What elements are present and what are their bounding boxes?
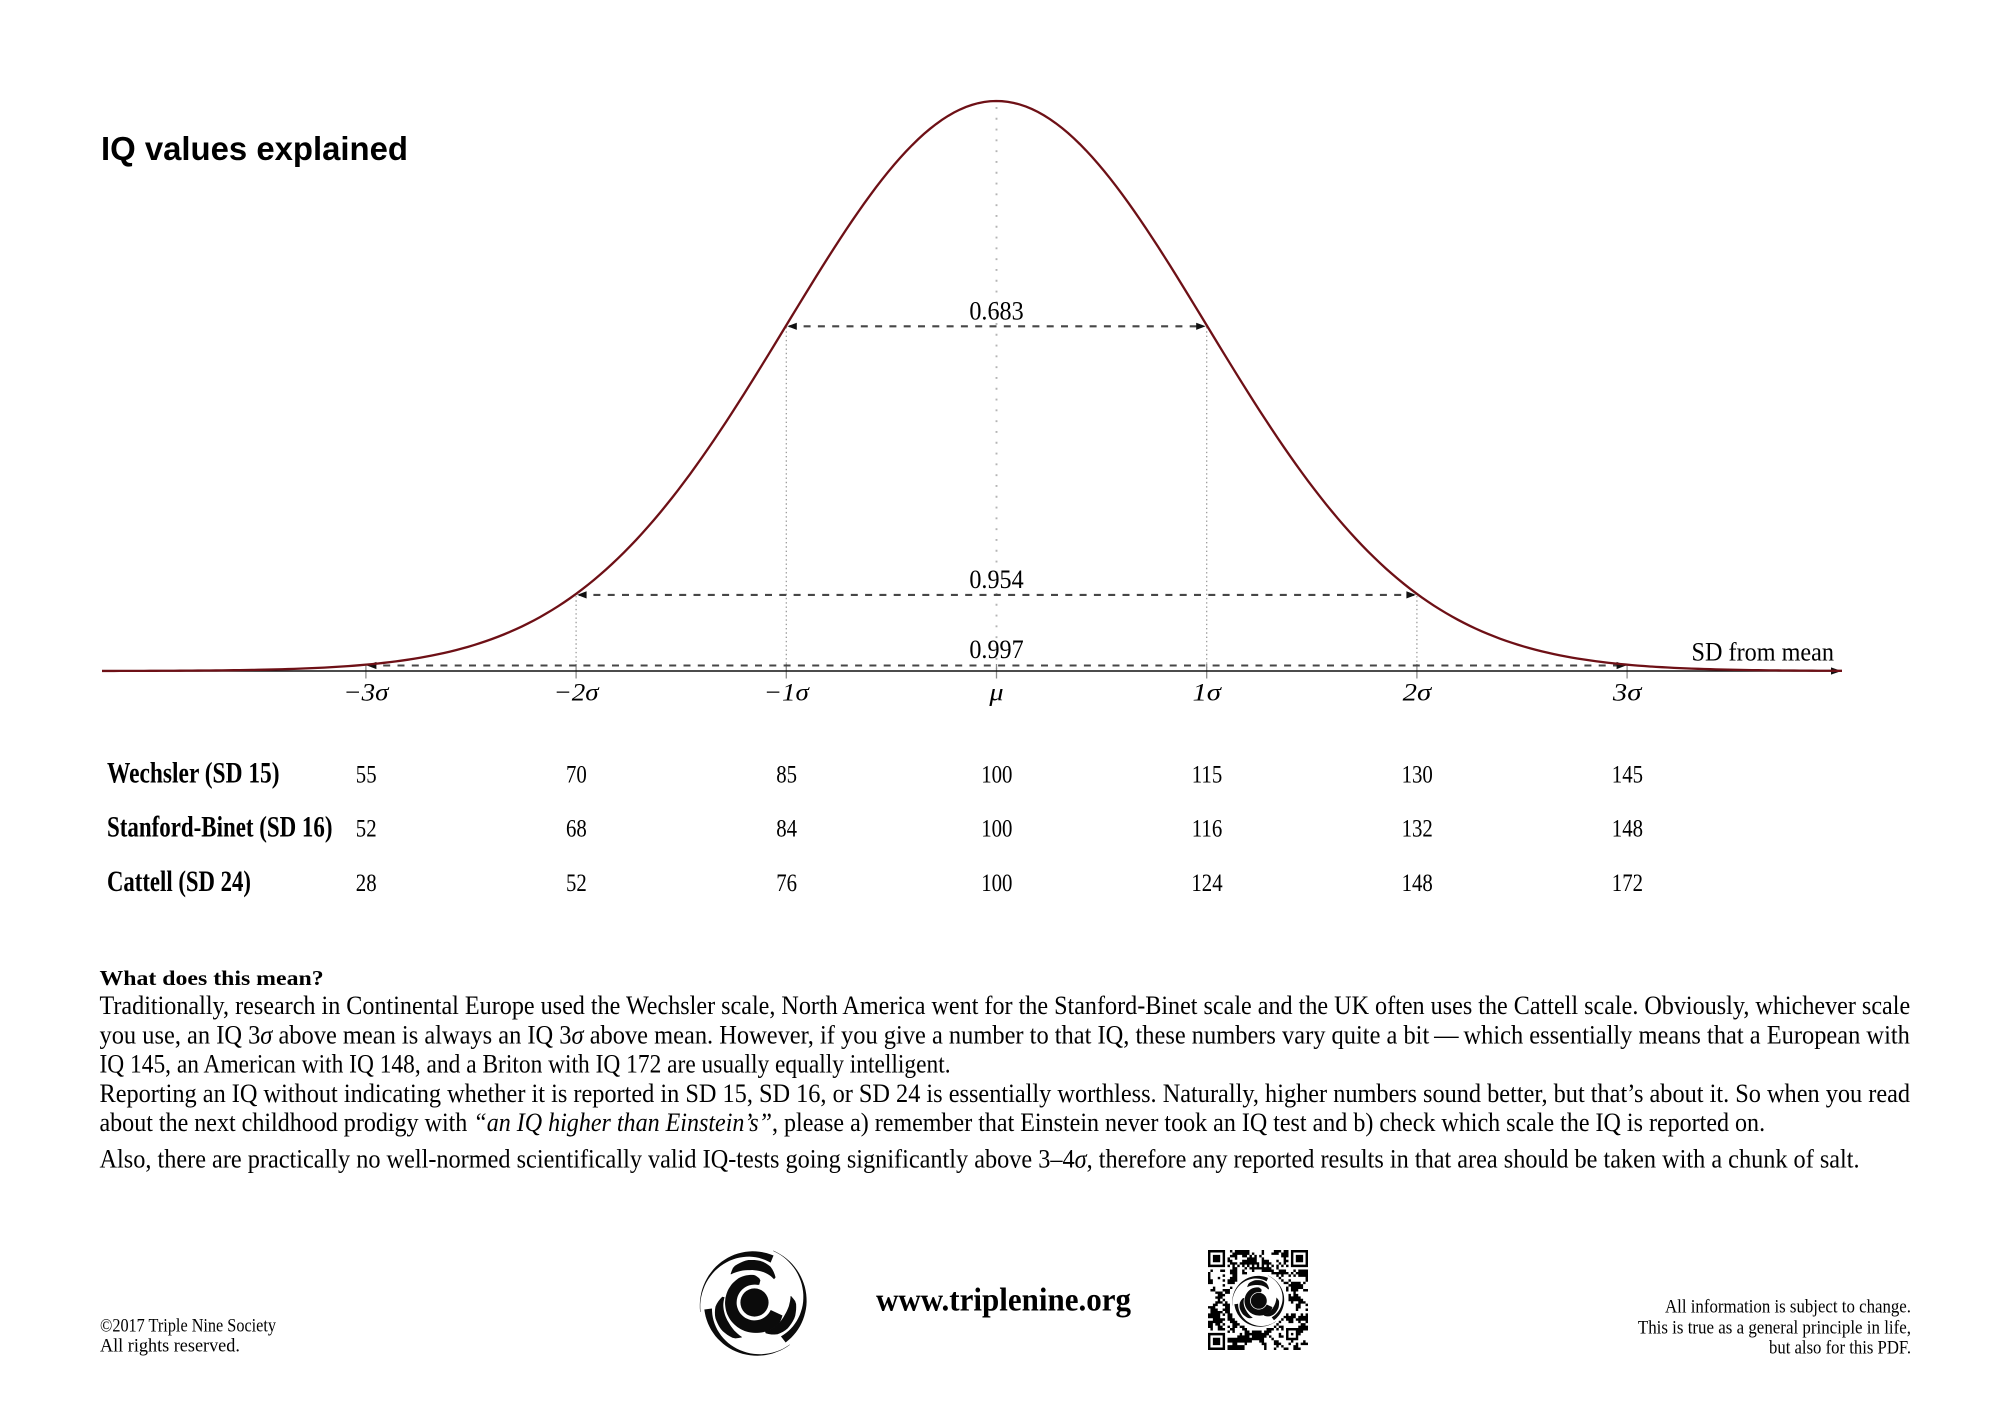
svg-text:This is true as a general prin: This is true as a general principle in l… — [1638, 1317, 1911, 1338]
svg-text:Stanford-Binet (SD 16): Stanford-Binet (SD 16) — [107, 811, 332, 843]
svg-text:What does this mean?: What does this mean? — [100, 966, 324, 990]
svg-text:IQ 145, an American with IQ 14: IQ 145, an American with IQ 148, and a B… — [100, 1051, 951, 1079]
svg-text:1σ: 1σ — [1192, 678, 1222, 706]
svg-text:52: 52 — [356, 814, 377, 842]
svg-text:0.683: 0.683 — [969, 296, 1023, 325]
svg-text:Traditionally, research in Con: Traditionally, research in Continental E… — [100, 992, 1911, 1020]
svg-text:SD from mean: SD from mean — [1692, 636, 1835, 666]
svg-text:76: 76 — [776, 868, 797, 896]
svg-text:100: 100 — [981, 868, 1012, 896]
svg-text:3σ: 3σ — [1612, 678, 1643, 706]
svg-text:All rights reserved.: All rights reserved. — [100, 1335, 240, 1357]
svg-text:but also for this PDF.: but also for this PDF. — [1769, 1337, 1911, 1358]
svg-text:148: 148 — [1402, 868, 1433, 896]
svg-text:148: 148 — [1612, 814, 1643, 842]
svg-text:28: 28 — [356, 868, 377, 896]
svg-text:Also, there are practically no: Also, there are practically no well-norm… — [100, 1146, 1860, 1174]
svg-text:Reporting an IQ without indica: Reporting an IQ without indicating wheth… — [100, 1080, 1911, 1108]
svg-text:IQ values explained: IQ values explained — [101, 131, 408, 168]
svg-text:116: 116 — [1192, 814, 1222, 842]
svg-text:©2017 Triple Nine Society: ©2017 Triple Nine Society — [100, 1314, 276, 1336]
svg-text:www.triplenine.org: www.triplenine.org — [876, 1282, 1131, 1318]
svg-text:−3σ: −3σ — [343, 679, 389, 707]
svg-text:52: 52 — [566, 868, 587, 896]
svg-text:130: 130 — [1402, 760, 1433, 788]
svg-text:0.997: 0.997 — [969, 635, 1023, 664]
svg-text:you use, an IQ 3σ above mean i: you use, an IQ 3σ above mean is always a… — [100, 1022, 1911, 1050]
svg-text:Cattell (SD 24): Cattell (SD 24) — [107, 865, 251, 897]
svg-text:115: 115 — [1192, 760, 1222, 788]
svg-text:55: 55 — [356, 760, 377, 788]
svg-text:μ: μ — [988, 678, 1003, 706]
svg-text:68: 68 — [566, 814, 587, 842]
svg-text:All information is subject to: All information is subject to change. — [1665, 1295, 1911, 1316]
svg-text:about the next childhood prodi: about the next childhood prodigy with “a… — [100, 1109, 1766, 1137]
svg-text:−2σ: −2σ — [554, 679, 600, 707]
svg-text:0.954: 0.954 — [969, 565, 1024, 594]
svg-text:132: 132 — [1402, 814, 1433, 842]
svg-text:70: 70 — [566, 760, 587, 788]
svg-text:100: 100 — [981, 760, 1012, 788]
svg-text:100: 100 — [981, 814, 1012, 842]
svg-text:−1σ: −1σ — [764, 679, 810, 707]
svg-text:85: 85 — [776, 760, 797, 788]
svg-text:124: 124 — [1191, 868, 1223, 896]
svg-text:172: 172 — [1612, 868, 1643, 896]
svg-text:2σ: 2σ — [1403, 678, 1433, 706]
svg-text:84: 84 — [776, 814, 797, 842]
svg-text:Wechsler (SD 15): Wechsler (SD 15) — [107, 756, 280, 789]
svg-text:145: 145 — [1612, 760, 1643, 788]
